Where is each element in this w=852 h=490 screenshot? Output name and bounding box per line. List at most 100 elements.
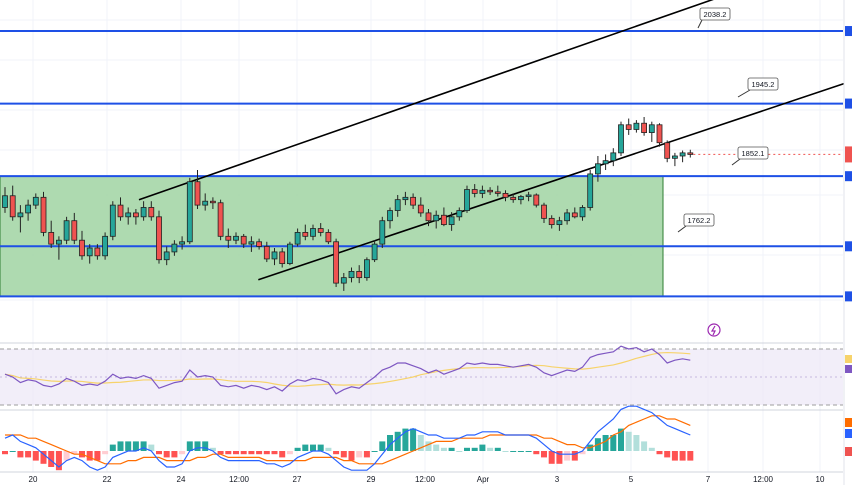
macd-hist-bar [132, 441, 139, 451]
callout-pointer [731, 158, 741, 166]
candle-body [633, 122, 640, 130]
macd-hist-bar [602, 435, 609, 451]
macd-hist-bar [687, 451, 694, 461]
callout-box [699, 7, 731, 21]
callout-pointer [677, 225, 687, 233]
macd-hist-bar [32, 451, 39, 461]
macd-hist-bar [279, 451, 286, 458]
macd-hist-bar [9, 451, 16, 452]
x-tick-label: 27 [293, 475, 302, 484]
macd-signal-marker [845, 418, 852, 427]
candle-body [625, 124, 632, 130]
macd-hist-bar [71, 451, 78, 455]
macd-hist-bar [2, 451, 8, 455]
candle-body [494, 191, 501, 194]
macd-hist-bar [471, 447, 478, 451]
macd-hist-bar [186, 441, 193, 451]
macd-hist-bar [48, 451, 55, 467]
macd-hist-bar [179, 451, 186, 455]
candle-body [240, 235, 247, 245]
candle-body [387, 210, 393, 222]
candles-group [2, 116, 694, 291]
candle-body [302, 232, 309, 237]
candle-body [456, 210, 463, 218]
macd-hist-bar [125, 441, 132, 451]
x-tick-label: 10 [816, 475, 825, 484]
macd-hist-bar [671, 451, 678, 461]
macd-hist-bar [479, 444, 486, 451]
candle-body [317, 228, 324, 233]
candle-body [171, 243, 178, 253]
level-marker [845, 98, 852, 109]
candle-body [533, 194, 540, 206]
macd-hist-bar [25, 451, 32, 458]
x-tick-label: 20 [29, 475, 38, 484]
candle-body [541, 204, 547, 219]
macd-hist-bar [433, 444, 440, 451]
macd-hist-bar [271, 451, 278, 455]
level-marker [845, 26, 852, 37]
macd-hist-bar [502, 451, 509, 452]
candle-body [425, 212, 432, 222]
candle-body [132, 212, 139, 218]
macd-hist-bar [217, 451, 224, 455]
macd-hist-bar [209, 447, 216, 451]
macd-hist-bar [340, 451, 347, 458]
x-tick-label: Apr [477, 475, 490, 484]
candle-body [587, 173, 594, 208]
candle-body [86, 247, 93, 257]
candle-body [186, 181, 193, 243]
callout-box [747, 77, 779, 91]
macd-hist-bar [410, 428, 417, 451]
macd-hist-bar [494, 447, 501, 451]
macd-hist-bar [325, 447, 332, 451]
macd-hist-bar [548, 451, 555, 464]
macd-histogram [2, 428, 694, 471]
macd-hist-bar [263, 451, 270, 455]
macd-hist-bar [656, 451, 663, 455]
candle-body [672, 155, 678, 159]
macd-hist-bar [579, 451, 586, 455]
macd-hist-bar [641, 441, 648, 451]
callout-box [683, 213, 715, 227]
candle-body [148, 207, 155, 218]
candle-body [63, 220, 70, 241]
macd-hist-bar [310, 444, 316, 451]
level-label: 1762.2 [688, 216, 711, 225]
candle-body [94, 247, 101, 257]
macd-hist-bar [448, 447, 455, 451]
candle-body [502, 193, 509, 198]
macd-hist-bar [379, 441, 386, 451]
candle-body [618, 124, 624, 154]
rsi-ma-line [4, 351, 691, 387]
x-tick-label: 22 [103, 475, 112, 484]
candle-body [687, 152, 694, 155]
range-box [0, 175, 664, 297]
macd-hist-bar [625, 431, 632, 451]
lightning-icon [707, 323, 721, 337]
x-tick-label: 24 [177, 475, 186, 484]
level-label: 2038.2 [704, 10, 727, 19]
callout-box [737, 146, 769, 160]
lightning-icon-bolt [710, 325, 716, 336]
macd-signal-line [5, 415, 691, 465]
candle-body [333, 241, 340, 284]
candle-body [25, 204, 32, 214]
candle-body [79, 239, 85, 257]
candle-body [402, 196, 409, 201]
macd-hist-bar [517, 451, 524, 452]
candle-body [217, 202, 224, 237]
macd-hist-bar [348, 451, 355, 461]
candle-body [471, 189, 478, 194]
callout-pointer [697, 19, 703, 29]
candle-body [417, 204, 424, 214]
candle-body [263, 246, 270, 260]
candle-body [248, 241, 255, 245]
candle-body [556, 220, 563, 226]
macd-hist-bar [664, 451, 671, 458]
candle-body [48, 232, 55, 245]
candle-body [610, 152, 617, 162]
candle-body [71, 220, 78, 241]
